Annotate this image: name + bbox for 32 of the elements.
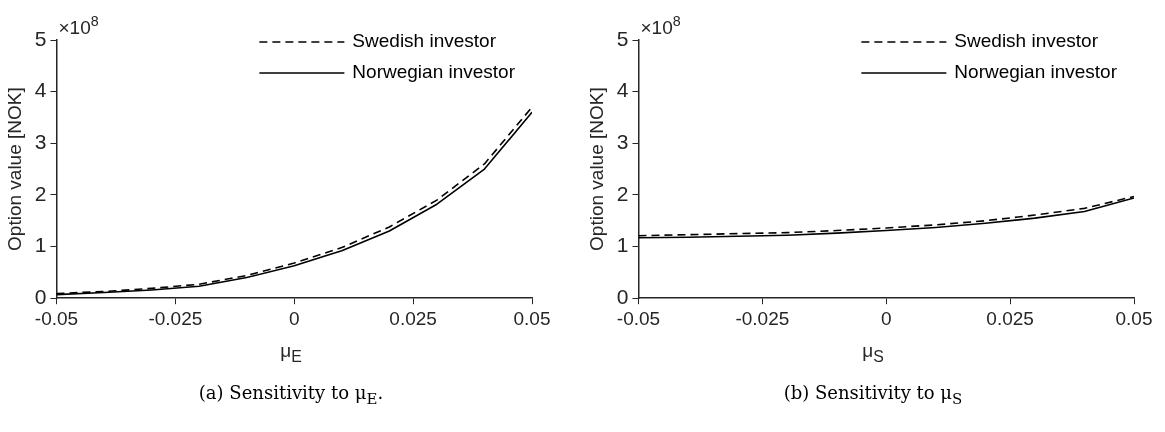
y-axis-title: Option value [NOK] [3, 87, 25, 251]
x-tick-label: 0.05 [513, 307, 551, 329]
x-tick-label: -0.025 [735, 307, 790, 329]
y-tick-label: 5 [34, 26, 47, 50]
x-tick-label: -0.025 [148, 307, 203, 329]
x-tick-label: 0 [288, 307, 300, 329]
y-tick-label: 5 [616, 26, 629, 50]
x-tick-label: 0.05 [1115, 307, 1153, 329]
y-tick-label: 2 [34, 181, 47, 205]
x-tick-label: -0.05 [34, 307, 79, 329]
y-tick-label: 3 [34, 130, 47, 154]
text: (b) Sensitivity to μ$_{S}$ [782, 382, 964, 408]
legend-label: Swedish investor [954, 30, 1099, 52]
x-tick-label: 0.025 [389, 307, 437, 329]
y-tick-label: 0 [616, 285, 629, 308]
x-axis-title: μ$_{E}$ [280, 340, 302, 366]
x-tick-label: 0 [880, 307, 892, 329]
y-tick-label: 1 [616, 233, 629, 257]
text: (a) Sensitivity to μ$_{E}$. [197, 382, 385, 408]
legend-label: Norwegian investor [954, 61, 1118, 83]
y-tick-label: 4 [616, 78, 629, 102]
x-tick-label: -0.05 [616, 307, 661, 329]
x-tick-label: 0.025 [986, 307, 1034, 329]
y-tick-label: 0 [34, 285, 47, 308]
y-axis-title: Option value [NOK] [585, 87, 607, 251]
y-tick-label: 2 [616, 181, 629, 205]
legend-label: Swedish investor [352, 30, 497, 52]
y-tick-label: 3 [616, 130, 629, 154]
y-tick-label: 4 [34, 78, 47, 102]
x-axis-title: μ$_{S}$ [862, 340, 884, 366]
y-tick-label: 1 [34, 233, 47, 257]
legend-label: Norwegian investor [352, 61, 516, 83]
